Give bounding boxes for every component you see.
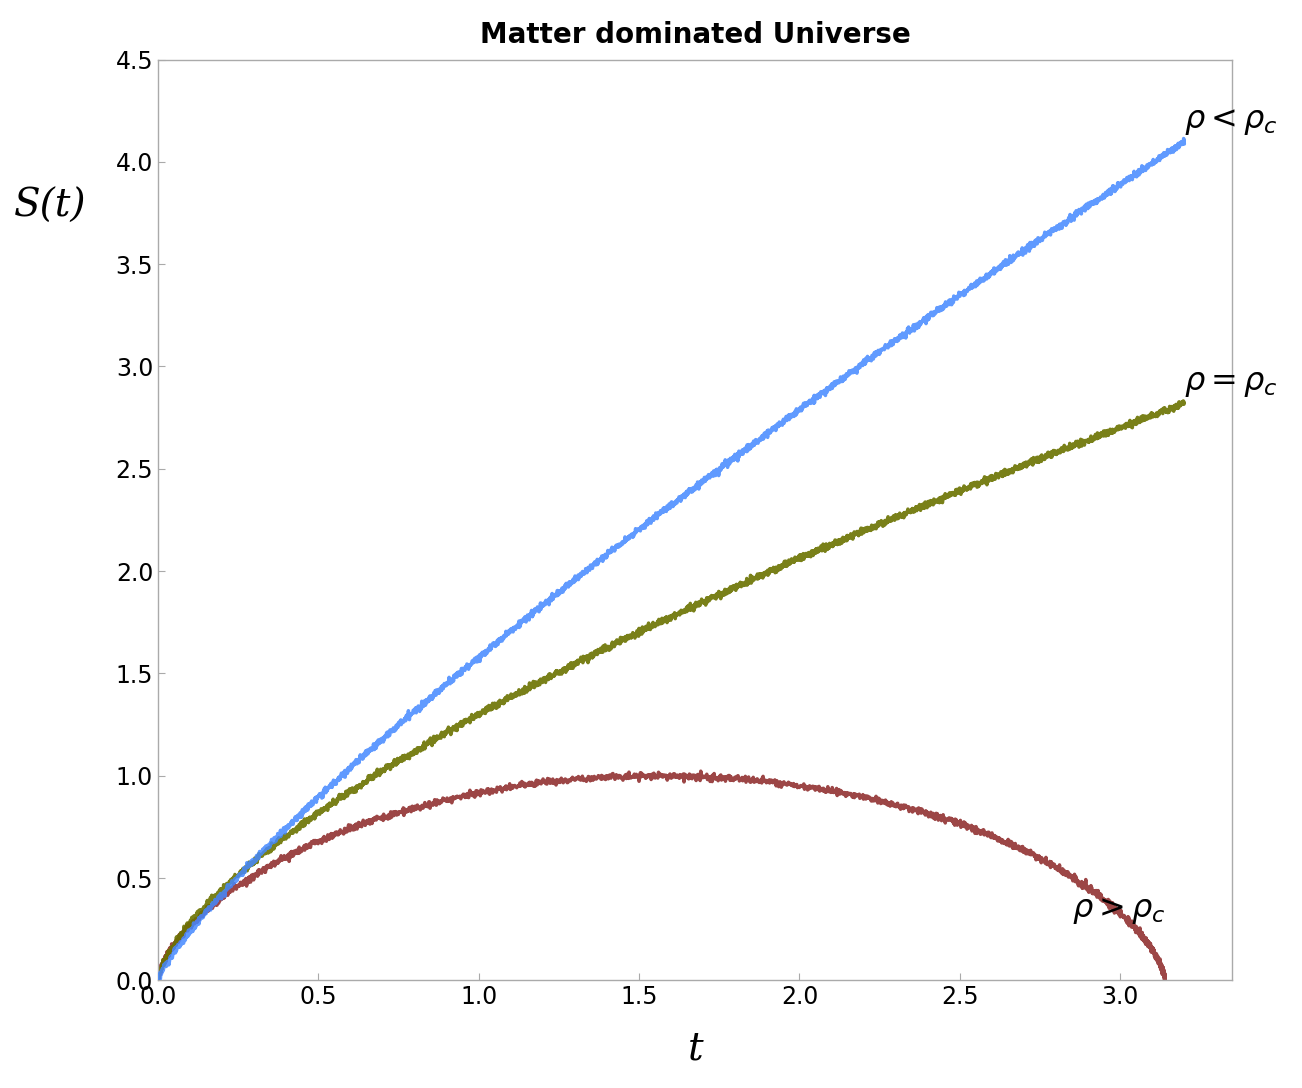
Text: $\rho < \rho_c$: $\rho < \rho_c$ [1185,107,1279,137]
Y-axis label: S(t): S(t) [14,188,87,225]
Text: $\rho > \rho_c$: $\rho > \rho_c$ [1072,894,1167,926]
X-axis label: t: t [687,1030,703,1067]
Title: Matter dominated Universe: Matter dominated Universe [480,21,910,49]
Text: $\rho = \rho_c$: $\rho = \rho_c$ [1185,368,1279,399]
